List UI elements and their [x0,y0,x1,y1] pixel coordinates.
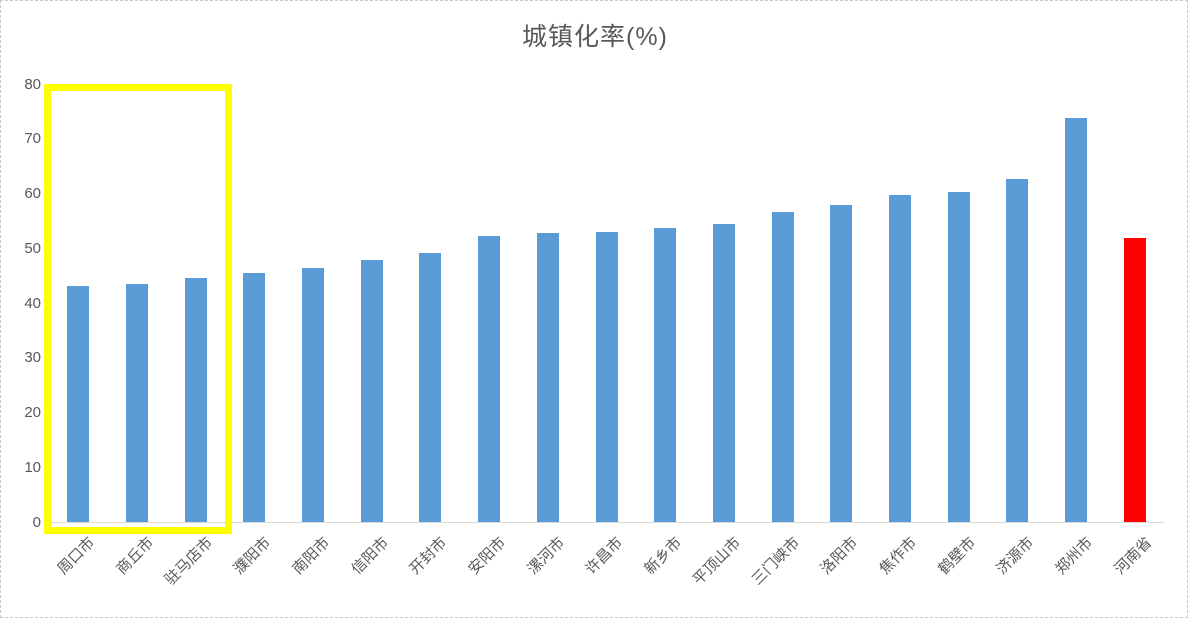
y-tick-label: 30 [24,349,41,367]
x-tick-label: 平顶山市 [689,534,745,589]
chart-title: 城镇化率(%) [522,23,668,51]
x-tick-label: 商丘市 [113,534,158,578]
x-tick-label: 焦作市 [876,534,921,578]
x-tick-label: 许昌市 [582,534,627,578]
x-tick-label: 济源市 [993,534,1038,578]
y-tick-label: 20 [24,404,41,421]
bar[interactable] [419,253,442,522]
bar[interactable] [67,286,90,522]
bar[interactable] [536,232,559,522]
x-tick-label: 周口市 [54,534,99,578]
x-tick-label: 郑州市 [1052,534,1097,578]
bar[interactable] [302,267,325,522]
bar[interactable] [712,223,735,522]
bar[interactable] [771,211,794,522]
bar[interactable] [830,204,853,522]
bar[interactable] [595,231,618,522]
x-tick-label: 驻马店市 [161,534,216,589]
y-tick-label: 10 [24,458,41,476]
x-tick-label: 漯河市 [524,534,568,578]
bar[interactable] [243,272,266,522]
bar[interactable] [1123,237,1146,522]
x-axis-line [49,522,1164,523]
bar[interactable] [1006,179,1029,522]
x-tick-label: 濮阳市 [230,534,275,578]
x-tick-label: 安阳市 [465,534,510,578]
bar[interactable] [947,191,970,522]
y-tick-label: 0 [32,513,41,531]
y-tick-label: 50 [24,239,41,257]
bar[interactable] [126,283,149,522]
y-tick-label: 60 [24,185,41,202]
bar[interactable] [184,278,207,522]
y-tick-label: 80 [24,75,41,93]
bar[interactable] [360,260,383,522]
x-tick-label: 鹤壁市 [934,534,979,578]
x-tick-label: 河南省 [1110,534,1155,578]
x-tick-label: 信阳市 [348,534,392,578]
x-tick-label: 南阳市 [289,534,334,578]
bar[interactable] [888,195,911,522]
x-tick-label: 三门峡市 [748,534,803,589]
y-tick-label: 40 [24,294,41,312]
x-tick-label: 洛阳市 [817,534,862,578]
x-tick-label: 开封市 [406,534,451,578]
y-tick-label: 70 [24,130,41,148]
bar[interactable] [654,227,677,522]
highlight-rectangle-annotation[interactable] [44,84,232,534]
x-tick-label: 新乡市 [641,534,686,578]
bar[interactable] [1064,117,1087,522]
bar[interactable] [478,236,501,522]
